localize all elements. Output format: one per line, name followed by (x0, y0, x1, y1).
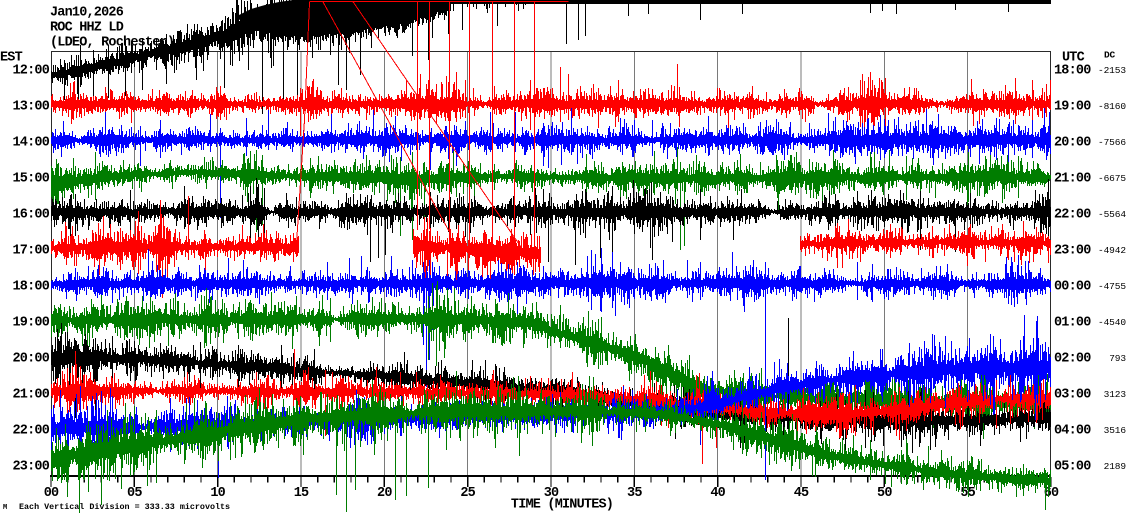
svg-text:ROC HHZ LD: ROC HHZ LD (50, 21, 124, 36)
svg-text:3516: 3516 (1104, 425, 1127, 436)
svg-text:-4942: -4942 (1098, 245, 1126, 256)
svg-text:Jan10,2026: Jan10,2026 (50, 6, 124, 21)
svg-text:-7566: -7566 (1098, 137, 1126, 148)
svg-text:05: 05 (127, 486, 142, 501)
svg-text:01:00: 01:00 (1054, 316, 1091, 331)
svg-text:19:00: 19:00 (12, 316, 49, 331)
svg-text:14:00: 14:00 (12, 136, 49, 151)
svg-text:15:00: 15:00 (12, 172, 49, 187)
svg-text:-4540: -4540 (1098, 317, 1126, 328)
svg-text:-4755: -4755 (1098, 281, 1126, 292)
svg-text:40: 40 (710, 486, 725, 501)
svg-text:Each Vertical Division = 333.: Each Vertical Division = 333.33 microvol… (19, 502, 230, 512)
svg-text:23:00: 23:00 (1054, 244, 1091, 259)
svg-text:2189: 2189 (1104, 461, 1127, 472)
svg-text:-2153: -2153 (1098, 65, 1126, 76)
svg-text:05:00: 05:00 (1054, 460, 1091, 475)
svg-text:17:00: 17:00 (12, 244, 49, 259)
svg-text:20: 20 (377, 486, 392, 501)
svg-text:00: 00 (44, 486, 59, 501)
svg-text:50: 50 (877, 486, 892, 501)
svg-text:10: 10 (210, 486, 225, 501)
svg-text:15: 15 (294, 486, 309, 501)
svg-text:00:00: 00:00 (1054, 280, 1091, 295)
svg-text:20:00: 20:00 (1054, 136, 1091, 151)
svg-text:TIME (MINUTES): TIME (MINUTES) (511, 498, 613, 513)
svg-text:60: 60 (1044, 486, 1059, 501)
svg-text:22:00: 22:00 (1054, 208, 1091, 223)
svg-text:21:00: 21:00 (1054, 172, 1091, 187)
svg-text:16:00: 16:00 (12, 208, 49, 223)
svg-text:20:00: 20:00 (12, 352, 49, 367)
svg-text:EST: EST (0, 51, 23, 66)
svg-text:25: 25 (460, 486, 475, 501)
svg-text:22:00: 22:00 (12, 424, 49, 439)
svg-text:12:00: 12:00 (12, 64, 49, 79)
svg-text:35: 35 (627, 486, 642, 501)
svg-text:04:00: 04:00 (1054, 424, 1091, 439)
svg-text:18:00: 18:00 (12, 280, 49, 295)
svg-text:13:00: 13:00 (12, 100, 49, 115)
svg-text:21:00: 21:00 (12, 388, 49, 403)
svg-text:23:00: 23:00 (12, 460, 49, 475)
svg-text:793: 793 (1109, 353, 1126, 364)
svg-text:03:00: 03:00 (1054, 388, 1091, 403)
svg-text:18:00: 18:00 (1054, 64, 1091, 79)
svg-text:19:00: 19:00 (1054, 100, 1091, 115)
svg-text:02:00: 02:00 (1054, 352, 1091, 367)
svg-text:(LDEO, Rochester): (LDEO, Rochester) (50, 36, 174, 51)
svg-text:3123: 3123 (1104, 389, 1127, 400)
svg-text:-6675: -6675 (1098, 173, 1126, 184)
svg-text:-5564: -5564 (1098, 209, 1126, 220)
svg-text:M: M (3, 504, 7, 512)
svg-text:DC: DC (1104, 50, 1116, 61)
svg-text:UTC: UTC (1062, 51, 1085, 66)
svg-text:30: 30 (544, 486, 559, 501)
svg-text:-8160: -8160 (1098, 101, 1126, 112)
svg-text:45: 45 (794, 486, 809, 501)
